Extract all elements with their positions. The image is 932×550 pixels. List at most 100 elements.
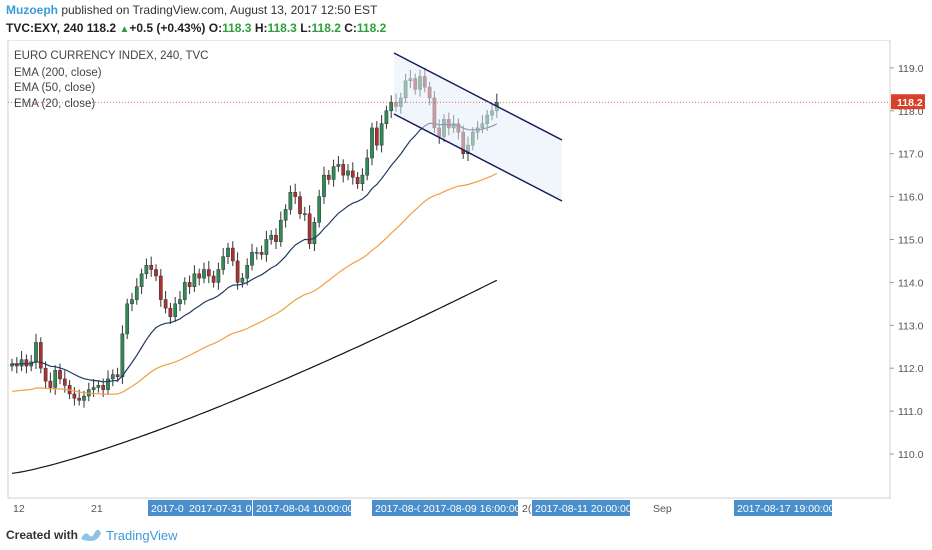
high-value: 118.3 <box>267 21 297 35</box>
candle-body <box>365 157 370 176</box>
up-arrow-icon: ▲ <box>119 24 130 35</box>
open-value: 118.3 <box>222 21 252 35</box>
price-tick-label: 112.0 <box>898 363 924 375</box>
open-label: O: <box>208 21 223 35</box>
candle-body <box>34 342 38 363</box>
candle-body <box>312 222 317 245</box>
candle-body <box>293 192 298 197</box>
price-change: +0.5 (+0.43%) <box>129 21 206 35</box>
time-tick-label: 2017-08-04 10:00:00 <box>256 503 354 515</box>
time-tick-label: 2017-08-17 19:00:00 <box>737 503 835 515</box>
candle-body <box>163 299 168 309</box>
price-tick-label: 116.0 <box>898 192 924 204</box>
time-tick-label: 21 <box>91 503 103 515</box>
ohlc-line: TVC:EXY, 240 118.2 ▲+0.5 (+0.43%) O:118.… <box>6 21 386 35</box>
candle-body <box>19 359 24 367</box>
candle-body <box>379 123 384 146</box>
author-name[interactable]: Muzoeph <box>6 3 58 17</box>
chart-legend: EURO CURRENCY INDEX, 240, TVC EMA (200, … <box>14 50 208 110</box>
time-label-highlight <box>420 500 518 516</box>
tradingview-logo-icon <box>81 529 101 541</box>
candle-body <box>158 275 163 300</box>
candle-body <box>389 101 394 112</box>
candle-body <box>178 299 182 305</box>
candle-body <box>106 378 110 390</box>
candle-body <box>125 303 130 335</box>
legend-ema-50: EMA (50, close) <box>14 82 95 94</box>
channel-drawing[interactable] <box>8 52 890 202</box>
time-label-highlight <box>734 500 832 516</box>
candle-body <box>101 385 106 390</box>
candle-body <box>360 174 365 184</box>
time-tick-label: Sep <box>653 503 672 515</box>
candle-body <box>139 273 144 287</box>
time-label-highlight <box>253 500 351 516</box>
candle-body <box>283 209 288 221</box>
candle-body <box>91 387 96 390</box>
candle-body <box>120 333 125 378</box>
time-tick-label: 2( <box>522 503 532 515</box>
published-text: published on TradingView.com, August 13,… <box>58 3 378 17</box>
time-label-highlight <box>186 500 252 516</box>
price-tick-label: 114.0 <box>898 277 924 289</box>
last-price-label: 118.2 <box>897 97 923 109</box>
time-axis[interactable]: 12 21 2017-0 2017-07-31 07:2017-08-04 10:00… <box>13 500 835 516</box>
candle-body <box>288 192 293 210</box>
candle-body <box>24 359 29 367</box>
tradingview-brand[interactable]: TradingView <box>106 528 178 543</box>
price-tick-label: 113.0 <box>898 320 924 332</box>
legend-ema-20: EMA (20, close) <box>14 98 95 110</box>
candle-body <box>221 256 226 270</box>
candle-body <box>326 174 331 180</box>
price-axis[interactable]: 110.0 111.0 112.0 113.0 114.0 115.0 116.0 117.0… <box>890 63 925 461</box>
symbol-label: TVC:EXY, 240 <box>6 21 84 35</box>
time-tick-label: 2017-08-11 20:00:00 <box>535 503 632 515</box>
last-price-badge <box>891 94 925 110</box>
candle-body <box>269 234 274 240</box>
high-label: H: <box>254 21 268 35</box>
candle-body <box>197 273 202 279</box>
chart-title: EURO CURRENCY INDEX, 240, TVC <box>14 50 208 62</box>
candle-body <box>235 260 240 283</box>
price-tick-label: 119.0 <box>898 63 924 75</box>
candle-body <box>350 170 355 178</box>
candle-body <box>264 239 269 255</box>
ema-20-line <box>11 122 498 383</box>
candle-body <box>254 252 259 254</box>
publish-line: Muzoeph published on TradingView.com, Au… <box>6 3 377 17</box>
time-label-highlight <box>532 500 630 516</box>
candle-body <box>298 196 302 215</box>
price-chart[interactable]: 110.0 111.0 112.0 113.0 114.0 115.0 116.0 117.0… <box>0 40 932 520</box>
created-with-label: Created with <box>6 528 79 542</box>
candle-body <box>96 385 101 388</box>
candle-body <box>130 299 134 305</box>
candle-body <box>206 269 211 277</box>
candle-body <box>274 234 278 242</box>
current-price: 118.2 <box>86 21 117 35</box>
candle-body <box>336 164 341 167</box>
time-tick-label: 2017-0 <box>151 503 184 515</box>
candle-body <box>278 219 283 242</box>
candle-body <box>134 286 139 300</box>
candle-body <box>149 264 154 270</box>
candle-body <box>245 264 250 279</box>
price-tick-label: 117.0 <box>898 149 924 161</box>
candle-body <box>370 127 374 159</box>
candle-body <box>53 370 58 388</box>
candle-body <box>226 247 230 257</box>
candle-body <box>144 264 149 275</box>
candle-body <box>82 395 86 401</box>
candle-body <box>230 247 235 262</box>
candle-body <box>322 174 326 197</box>
candle-body <box>341 164 346 176</box>
candle-body <box>259 252 264 255</box>
price-tick-label: 111.0 <box>898 406 923 418</box>
chart-header: Muzoeph published on TradingView.com, Au… <box>0 0 932 40</box>
candle-body <box>62 378 67 386</box>
candle-body <box>110 374 115 380</box>
channel-lower-line <box>393 113 563 202</box>
candle-body <box>38 342 43 369</box>
candle-body <box>211 275 216 283</box>
channel-fill <box>394 53 562 201</box>
ema-50-line <box>11 172 498 395</box>
